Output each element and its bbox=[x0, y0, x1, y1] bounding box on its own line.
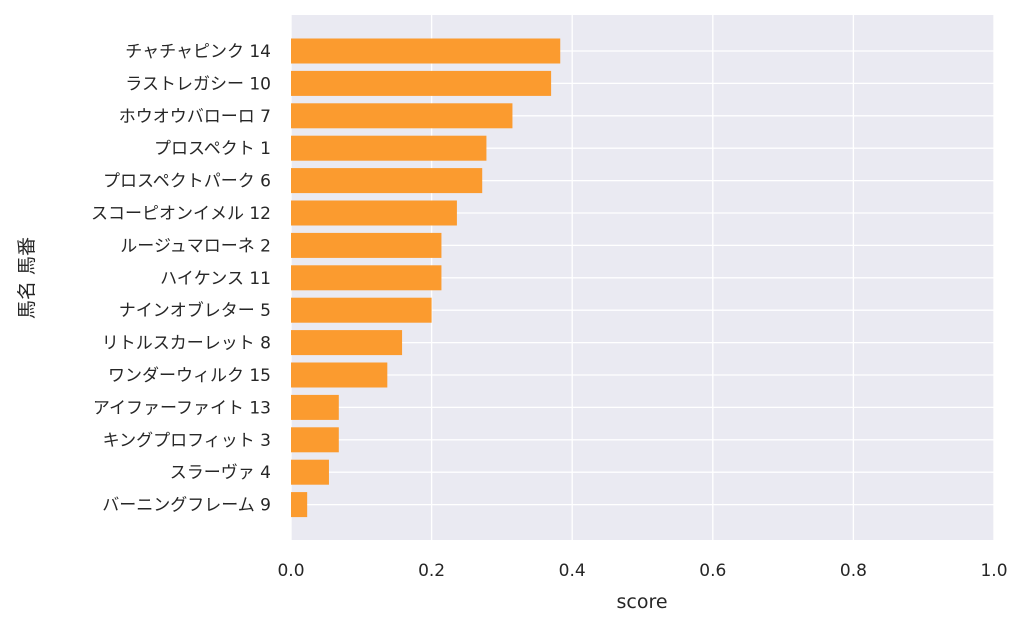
category-label: スコーピオンイメル 12 bbox=[91, 204, 271, 224]
bar bbox=[291, 297, 432, 323]
x-tick-label: 0.0 bbox=[277, 561, 304, 581]
y-axis-label: 馬名 馬番 bbox=[16, 237, 38, 319]
bar bbox=[291, 200, 457, 226]
bar bbox=[291, 362, 388, 388]
category-label: ホウオウバローロ 7 bbox=[119, 107, 271, 127]
category-label: スラーヴァ 4 bbox=[170, 463, 271, 483]
bar bbox=[291, 38, 561, 64]
bar bbox=[291, 232, 442, 258]
x-tick-label: 0.6 bbox=[699, 561, 726, 581]
category-label: バーニングフレーム 9 bbox=[102, 496, 271, 516]
category-label: アイファーファイト 13 bbox=[93, 398, 271, 418]
category-label: プロスペクト 1 bbox=[154, 139, 271, 159]
bar bbox=[291, 265, 442, 291]
bar bbox=[291, 427, 339, 453]
bar bbox=[291, 459, 329, 485]
x-tick-label: 0.2 bbox=[418, 561, 445, 581]
bar bbox=[291, 168, 483, 194]
bar bbox=[291, 70, 552, 96]
bar bbox=[291, 103, 513, 129]
bar bbox=[291, 394, 339, 420]
category-label: ナインオブレター 5 bbox=[119, 300, 271, 321]
category-labels: チャチャピンク 14 ラストレガシー 10 ホウオウバローロ 7 プロスペクト 1 プロ… bbox=[91, 42, 271, 516]
bar bbox=[291, 492, 308, 518]
category-label: ラストレガシー 10 bbox=[125, 74, 271, 94]
x-axis-label: score bbox=[616, 591, 667, 613]
x-tick-label: 1.0 bbox=[980, 561, 1007, 581]
bars bbox=[291, 38, 561, 518]
category-label: ワンダーウィルク 15 bbox=[108, 366, 271, 386]
category-label: ハイケンス 11 bbox=[160, 269, 271, 289]
x-tick-labels: 0.0 0.2 0.4 0.6 0.8 1.0 bbox=[277, 561, 1007, 581]
category-label: プロスペクトパーク 6 bbox=[103, 172, 271, 192]
category-label: ルージュマローネ 2 bbox=[120, 236, 271, 256]
category-label: キングプロフィット 3 bbox=[103, 431, 271, 451]
bar bbox=[291, 135, 487, 161]
bar bbox=[291, 330, 403, 356]
category-label: チャチャピンク 14 bbox=[125, 42, 271, 62]
x-tick-label: 0.8 bbox=[840, 561, 867, 581]
category-label: リトルスカーレット 8 bbox=[102, 334, 271, 354]
x-tick-label: 0.4 bbox=[559, 561, 586, 581]
